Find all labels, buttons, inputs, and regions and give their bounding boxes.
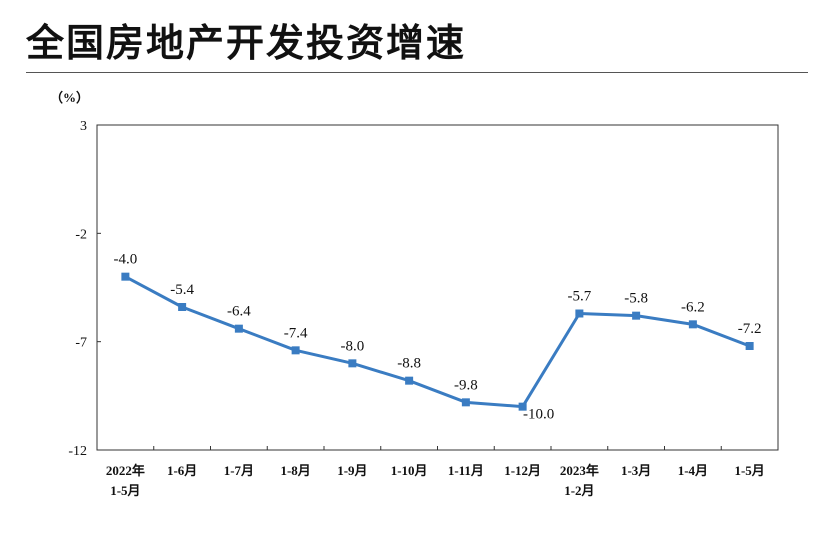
- plot-frame: [96, 124, 779, 451]
- data-label: -6.4: [227, 304, 251, 320]
- x-tick-label: 1-8月: [280, 463, 310, 478]
- data-point: [405, 376, 414, 385]
- data-label: -5.4: [170, 282, 194, 298]
- page-title: 全国房地产开发投资增速: [26, 21, 467, 65]
- data-label: -7.4: [284, 325, 308, 341]
- x-tick-label: 1-5月: [110, 483, 140, 498]
- y-tick-label: -7: [75, 336, 87, 351]
- series-layer: -4.0 -5.4 -6.4 -7.4 -8.0 -8.8 -9.8 -10.0 -5.7 -5.…: [114, 252, 762, 423]
- x-tick-label: 1-5月: [734, 463, 764, 478]
- data-point: [178, 303, 187, 311]
- y-tick-label: -2: [75, 227, 87, 242]
- data-label: -7.2: [738, 321, 762, 337]
- data-label: -8.0: [341, 338, 365, 354]
- data-point: [745, 342, 754, 350]
- data-label: -9.8: [454, 377, 478, 393]
- x-tick-label: 2022年: [106, 463, 145, 478]
- data-label: -5.7: [568, 289, 592, 305]
- x-axis: 2022年 1-5月 1-6月 1-7月 1-8月 1-9月 1-10月 1-11月 1-12月…: [106, 446, 765, 498]
- x-tick-label: 1-2月: [564, 483, 594, 498]
- data-point: [234, 324, 243, 333]
- data-point: [518, 402, 527, 411]
- data-point: [291, 346, 300, 355]
- y-tick-label: -12: [68, 444, 87, 459]
- y-axis: 3 -2 -7 -12: [68, 119, 101, 459]
- data-point: [575, 309, 584, 318]
- x-tick-label: 1-12月: [504, 463, 541, 478]
- data-label: -5.8: [624, 291, 648, 307]
- x-tick-label: 1-11月: [448, 463, 484, 478]
- x-tick-label: 1-4月: [678, 463, 708, 478]
- data-point: [121, 272, 130, 281]
- data-label: -8.8: [397, 356, 421, 372]
- x-tick-label: 1-3月: [621, 463, 651, 478]
- data-point: [461, 398, 470, 407]
- data-point: [688, 320, 697, 329]
- data-point: [348, 359, 357, 368]
- x-tick-label: 1-7月: [224, 463, 254, 478]
- data-label: -10.0: [523, 407, 554, 423]
- data-label: -4.0: [114, 252, 138, 268]
- y-unit-label: （%）: [50, 90, 89, 105]
- x-tick-label: 1-6月: [167, 463, 197, 478]
- title-divider: [26, 72, 808, 73]
- y-tick-label: 3: [80, 119, 87, 134]
- series-line: [124, 275, 751, 409]
- data-label: -6.2: [681, 299, 705, 315]
- x-tick-label: 1-10月: [391, 463, 428, 478]
- x-tick-label: 2023年: [560, 463, 599, 478]
- data-point: [632, 311, 641, 320]
- x-tick-label: 1-9月: [337, 463, 367, 478]
